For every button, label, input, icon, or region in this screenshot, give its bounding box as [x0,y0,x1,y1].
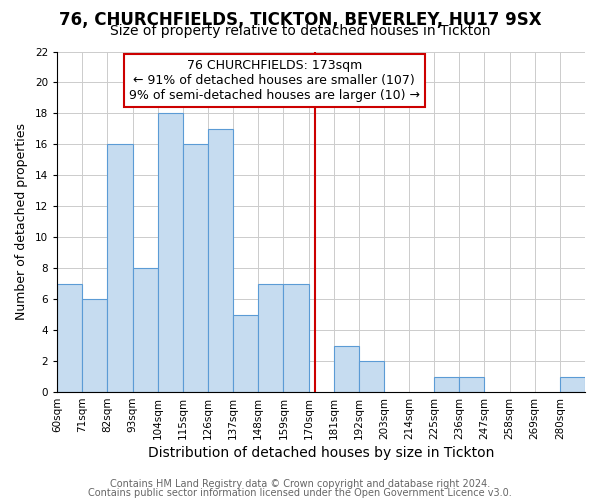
Bar [233,314,258,392]
X-axis label: Distribution of detached houses by size in Tickton: Distribution of detached houses by size … [148,446,494,460]
Bar [334,346,359,392]
Bar [283,284,308,392]
Bar [258,284,283,392]
Bar [208,129,233,392]
Y-axis label: Number of detached properties: Number of detached properties [15,124,28,320]
Bar [560,376,585,392]
Bar [434,376,460,392]
Text: Contains HM Land Registry data © Crown copyright and database right 2024.: Contains HM Land Registry data © Crown c… [110,479,490,489]
Bar [183,144,208,392]
Bar [359,361,384,392]
Bar [57,284,82,392]
Bar [460,376,484,392]
Bar [107,144,133,392]
Text: Contains public sector information licensed under the Open Government Licence v3: Contains public sector information licen… [88,488,512,498]
Bar [82,299,107,392]
Text: Size of property relative to detached houses in Tickton: Size of property relative to detached ho… [110,24,490,38]
Text: 76, CHURCHFIELDS, TICKTON, BEVERLEY, HU17 9SX: 76, CHURCHFIELDS, TICKTON, BEVERLEY, HU1… [59,11,541,29]
Bar [133,268,158,392]
Text: 76 CHURCHFIELDS: 173sqm
← 91% of detached houses are smaller (107)
9% of semi-de: 76 CHURCHFIELDS: 173sqm ← 91% of detache… [129,59,420,102]
Bar [158,114,183,392]
